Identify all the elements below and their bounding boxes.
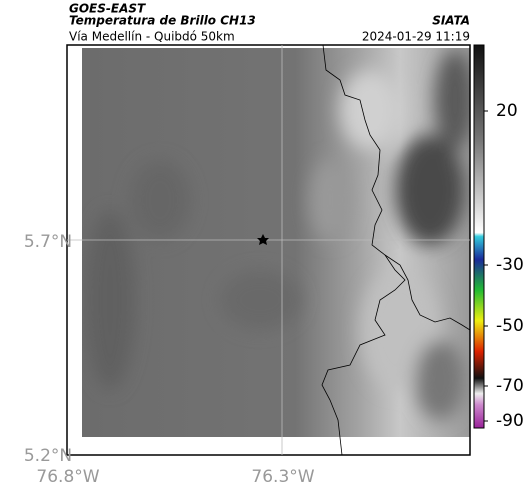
satellite-image bbox=[82, 48, 470, 437]
colorbar-tick-label: -70 bbox=[496, 376, 524, 396]
lon-label: 76.3°W bbox=[251, 467, 314, 487]
colorbar-tick-label: -50 bbox=[496, 316, 524, 336]
timestamp: 2024-01-29 11:19 bbox=[362, 30, 470, 44]
colorbar-tick-label: -30 bbox=[496, 255, 524, 275]
lat-label: 5.2°N bbox=[24, 446, 72, 466]
colorbar bbox=[473, 44, 485, 429]
map-frame bbox=[66, 44, 471, 456]
region: Vía Medellín - Quibdó 50km bbox=[69, 30, 235, 44]
product: Temperatura de Brillo CH13 bbox=[69, 14, 256, 28]
lon-label: 76.8°W bbox=[36, 467, 99, 487]
source: GOES-EAST bbox=[69, 2, 146, 16]
colorbar-tick-label: 20 bbox=[496, 101, 518, 121]
agency: SIATA bbox=[432, 14, 470, 28]
colorbar-tick-label: -90 bbox=[496, 411, 524, 431]
lat-label: 5.7°N bbox=[24, 232, 72, 252]
location-marker bbox=[257, 234, 269, 245]
boundary bbox=[384, 254, 471, 331]
